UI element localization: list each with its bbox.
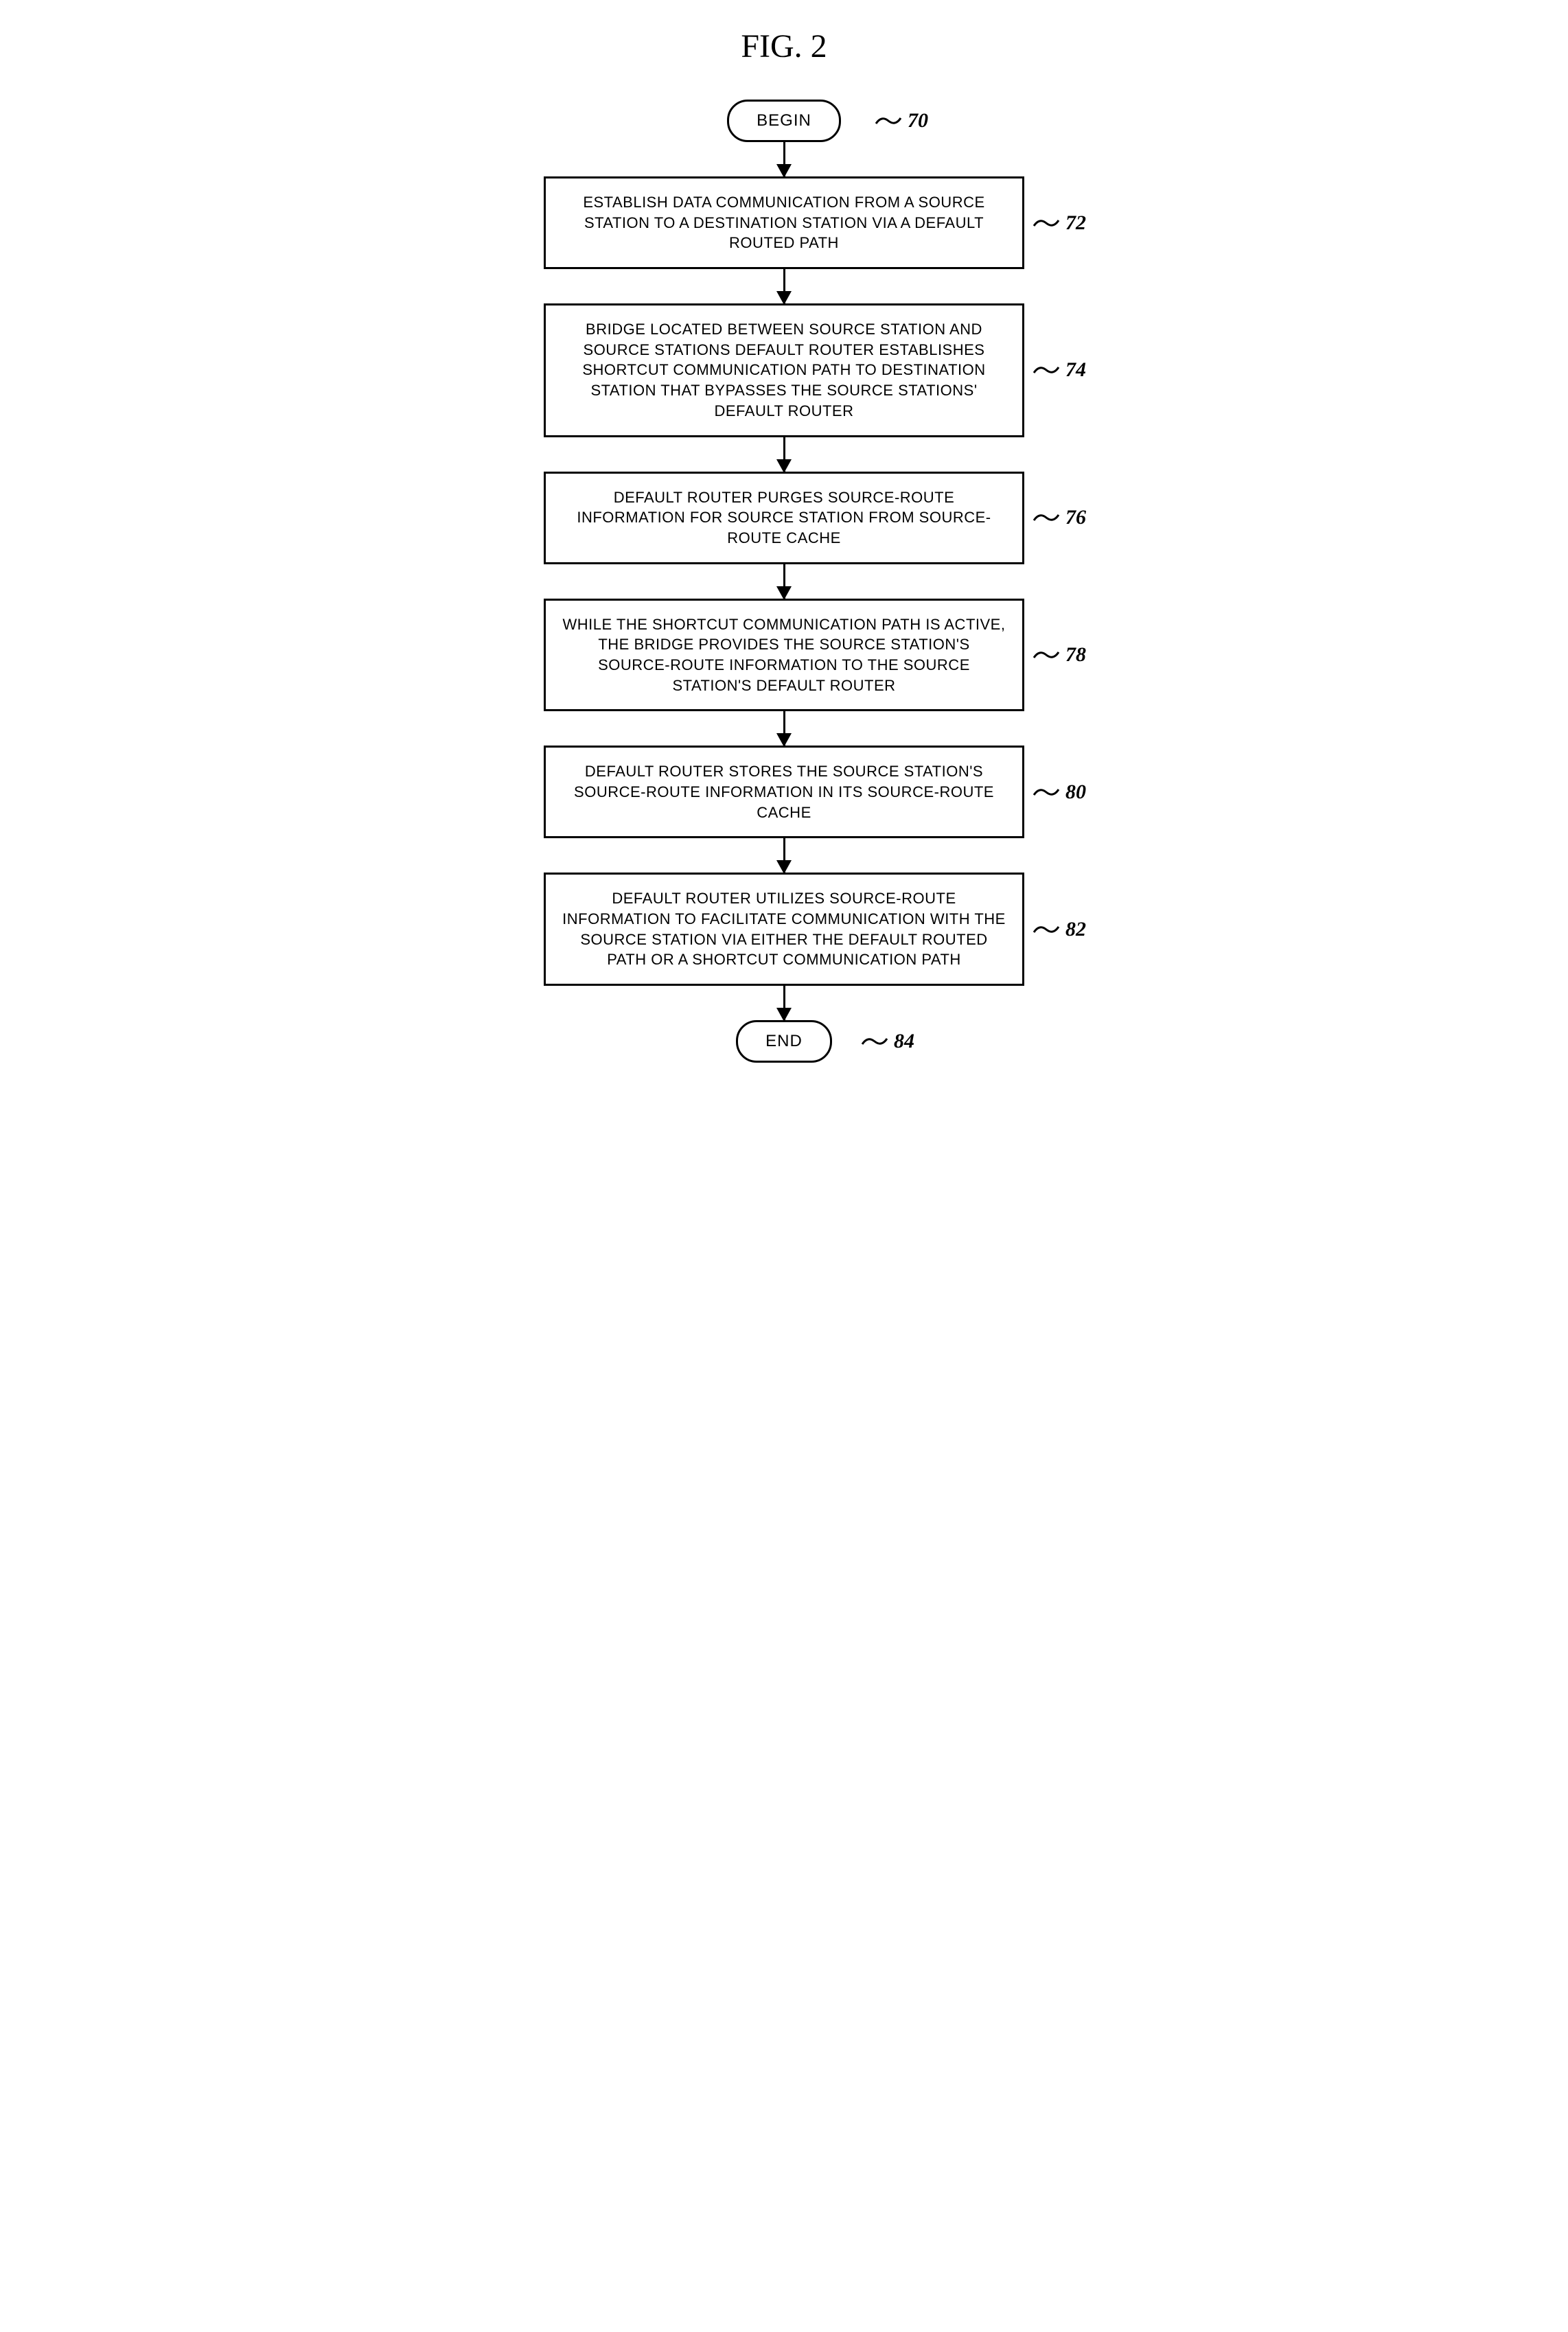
end-row: END 84	[475, 1020, 1093, 1063]
begin-row: BEGIN 70	[475, 100, 1093, 142]
step6-process: DEFAULT ROUTER UTILIZES SOURCE-ROUTE INF…	[544, 873, 1024, 986]
begin-terminal: BEGIN	[727, 100, 841, 142]
tilde-icon	[1033, 921, 1060, 938]
flowchart-diagram: FIG. 2 BEGIN 70 ESTABLISH DATA COMMUNICA…	[475, 27, 1093, 1063]
tilde-icon	[1033, 509, 1060, 526]
arrow-5	[783, 711, 785, 746]
step2-process: BRIDGE LOCATED BETWEEN SOURCE STATION AN…	[544, 303, 1024, 437]
step3-label-text: 76	[1065, 506, 1086, 529]
step5-label: 80	[1033, 781, 1086, 804]
tilde-icon	[1033, 362, 1060, 378]
tilde-icon	[1033, 784, 1060, 800]
tilde-icon	[1033, 647, 1060, 663]
step4-process: WHILE THE SHORTCUT COMMUNICATION PATH IS…	[544, 599, 1024, 712]
tilde-icon	[861, 1033, 888, 1050]
tilde-icon	[1033, 215, 1060, 231]
begin-label: 70	[875, 109, 928, 132]
step6-label: 82	[1033, 918, 1086, 941]
arrow-7	[783, 986, 785, 1020]
tilde-icon	[875, 113, 902, 129]
step3-row: DEFAULT ROUTER PURGES SOURCE-ROUTE INFOR…	[475, 472, 1093, 564]
step4-label: 78	[1033, 643, 1086, 667]
arrow-6	[783, 838, 785, 873]
step5-row: DEFAULT ROUTER STORES THE SOURCE STATION…	[475, 746, 1093, 838]
step6-row: DEFAULT ROUTER UTILIZES SOURCE-ROUTE INF…	[475, 873, 1093, 986]
end-terminal: END	[736, 1020, 832, 1063]
arrow-1	[783, 142, 785, 176]
step2-row: BRIDGE LOCATED BETWEEN SOURCE STATION AN…	[475, 303, 1093, 437]
step1-label: 72	[1033, 211, 1086, 235]
step5-label-text: 80	[1065, 781, 1086, 804]
step4-row: WHILE THE SHORTCUT COMMUNICATION PATH IS…	[475, 599, 1093, 712]
end-label: 84	[861, 1030, 914, 1053]
step3-label: 76	[1033, 506, 1086, 529]
step2-label-text: 74	[1065, 358, 1086, 382]
step3-process: DEFAULT ROUTER PURGES SOURCE-ROUTE INFOR…	[544, 472, 1024, 564]
begin-label-text: 70	[908, 109, 928, 132]
step1-row: ESTABLISH DATA COMMUNICATION FROM A SOUR…	[475, 176, 1093, 269]
step6-label-text: 82	[1065, 918, 1086, 941]
step1-process: ESTABLISH DATA COMMUNICATION FROM A SOUR…	[544, 176, 1024, 269]
figure-title: FIG. 2	[741, 27, 827, 65]
arrow-3	[783, 437, 785, 472]
step4-label-text: 78	[1065, 643, 1086, 667]
step1-label-text: 72	[1065, 211, 1086, 235]
step5-process: DEFAULT ROUTER STORES THE SOURCE STATION…	[544, 746, 1024, 838]
step2-label: 74	[1033, 358, 1086, 382]
arrow-2	[783, 269, 785, 303]
arrow-4	[783, 564, 785, 599]
end-label-text: 84	[894, 1030, 914, 1053]
